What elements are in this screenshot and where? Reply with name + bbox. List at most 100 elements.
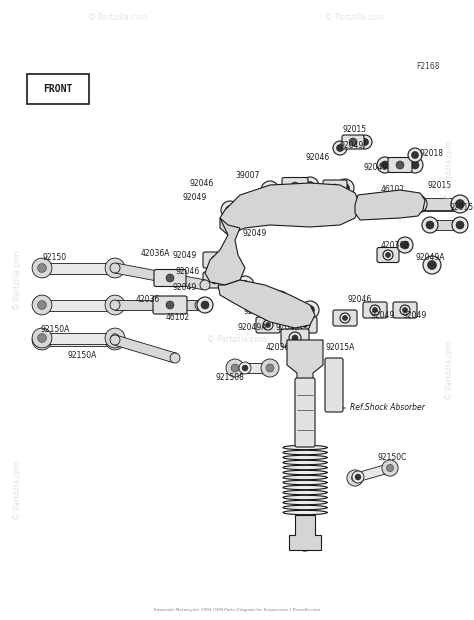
Circle shape bbox=[226, 359, 244, 377]
Text: 92046: 92046 bbox=[176, 267, 200, 277]
Circle shape bbox=[110, 263, 120, 273]
Circle shape bbox=[166, 301, 174, 309]
Text: FRONT: FRONT bbox=[43, 84, 73, 94]
Circle shape bbox=[221, 201, 239, 219]
Text: 92046: 92046 bbox=[190, 179, 214, 187]
Circle shape bbox=[271, 291, 289, 309]
Circle shape bbox=[351, 474, 359, 482]
Polygon shape bbox=[430, 220, 460, 230]
Text: 92046: 92046 bbox=[306, 153, 330, 161]
Circle shape bbox=[302, 322, 308, 327]
Text: © Partzilla.com: © Partzilla.com bbox=[325, 14, 385, 22]
Circle shape bbox=[426, 221, 434, 229]
Polygon shape bbox=[114, 263, 206, 290]
Circle shape bbox=[402, 308, 408, 312]
Circle shape bbox=[37, 264, 46, 272]
Circle shape bbox=[297, 347, 313, 363]
Circle shape bbox=[226, 205, 235, 215]
Circle shape bbox=[105, 295, 125, 315]
Circle shape bbox=[455, 220, 465, 230]
Text: 92150A: 92150A bbox=[67, 350, 97, 360]
Polygon shape bbox=[42, 299, 115, 311]
Circle shape bbox=[265, 185, 274, 195]
Polygon shape bbox=[42, 332, 115, 343]
Circle shape bbox=[411, 161, 419, 169]
Circle shape bbox=[408, 148, 422, 162]
Circle shape bbox=[337, 144, 344, 151]
Text: 92049: 92049 bbox=[340, 141, 364, 149]
Polygon shape bbox=[205, 218, 245, 285]
Circle shape bbox=[289, 332, 301, 344]
Text: © Partzilla.com: © Partzilla.com bbox=[207, 335, 267, 345]
Text: 92049: 92049 bbox=[173, 250, 197, 260]
Circle shape bbox=[452, 217, 468, 233]
Circle shape bbox=[401, 306, 409, 314]
FancyBboxPatch shape bbox=[388, 157, 412, 172]
Circle shape bbox=[32, 328, 52, 348]
Circle shape bbox=[414, 199, 426, 211]
Circle shape bbox=[370, 305, 380, 315]
Text: 42036: 42036 bbox=[266, 343, 290, 353]
Text: 92046: 92046 bbox=[348, 296, 372, 304]
Circle shape bbox=[384, 251, 392, 259]
Circle shape bbox=[32, 295, 52, 315]
Polygon shape bbox=[283, 510, 327, 515]
Circle shape bbox=[352, 471, 364, 483]
Text: 92150A: 92150A bbox=[40, 326, 70, 335]
Polygon shape bbox=[355, 190, 425, 220]
Circle shape bbox=[301, 539, 309, 547]
Polygon shape bbox=[283, 471, 327, 475]
Circle shape bbox=[297, 535, 313, 551]
Polygon shape bbox=[42, 335, 115, 345]
Circle shape bbox=[428, 260, 437, 270]
Text: © Partzilla.com: © Partzilla.com bbox=[88, 14, 148, 22]
Text: 92049A: 92049A bbox=[415, 254, 445, 262]
FancyBboxPatch shape bbox=[325, 358, 343, 412]
Polygon shape bbox=[283, 480, 327, 485]
Text: 92018: 92018 bbox=[420, 149, 444, 157]
Circle shape bbox=[456, 200, 465, 208]
Circle shape bbox=[166, 274, 174, 282]
Text: Kawasaki Motorcycle 1994 OEM Parts Diagram for Suspension | Partzilla.com: Kawasaki Motorcycle 1994 OEM Parts Diagr… bbox=[154, 608, 320, 612]
Text: 92046A: 92046A bbox=[243, 308, 273, 316]
Circle shape bbox=[456, 221, 464, 229]
Circle shape bbox=[401, 241, 409, 249]
Circle shape bbox=[240, 280, 249, 290]
Circle shape bbox=[110, 335, 119, 344]
Circle shape bbox=[423, 256, 441, 274]
Circle shape bbox=[197, 297, 213, 313]
Circle shape bbox=[362, 138, 368, 146]
Circle shape bbox=[397, 237, 413, 253]
Text: Ref.Shock Absorber: Ref.Shock Absorber bbox=[350, 404, 425, 412]
Polygon shape bbox=[42, 262, 115, 273]
Circle shape bbox=[291, 334, 299, 342]
Circle shape bbox=[301, 177, 319, 195]
Polygon shape bbox=[235, 363, 270, 373]
Text: © Partzilla.com: © Partzilla.com bbox=[446, 140, 455, 200]
FancyBboxPatch shape bbox=[281, 329, 309, 347]
Circle shape bbox=[343, 316, 347, 321]
Text: 92150: 92150 bbox=[43, 252, 67, 262]
FancyBboxPatch shape bbox=[333, 310, 357, 326]
Circle shape bbox=[264, 321, 272, 329]
Text: 92049A: 92049A bbox=[237, 322, 267, 332]
Circle shape bbox=[301, 321, 309, 329]
Circle shape bbox=[331, 184, 339, 192]
Circle shape bbox=[105, 328, 125, 348]
Text: 92049: 92049 bbox=[276, 324, 300, 332]
Text: 92015A: 92015A bbox=[325, 342, 355, 352]
Circle shape bbox=[451, 195, 469, 213]
Circle shape bbox=[356, 203, 365, 211]
Circle shape bbox=[263, 320, 273, 330]
Polygon shape bbox=[283, 505, 327, 510]
Circle shape bbox=[407, 157, 423, 173]
Text: © Partzilla.com: © Partzilla.com bbox=[446, 340, 455, 400]
Circle shape bbox=[400, 305, 410, 315]
Text: 92046: 92046 bbox=[253, 213, 277, 223]
Polygon shape bbox=[218, 280, 315, 328]
FancyBboxPatch shape bbox=[203, 272, 227, 288]
Circle shape bbox=[371, 306, 379, 314]
Circle shape bbox=[385, 252, 391, 257]
Circle shape bbox=[110, 334, 119, 342]
Text: 39007: 39007 bbox=[236, 170, 260, 180]
